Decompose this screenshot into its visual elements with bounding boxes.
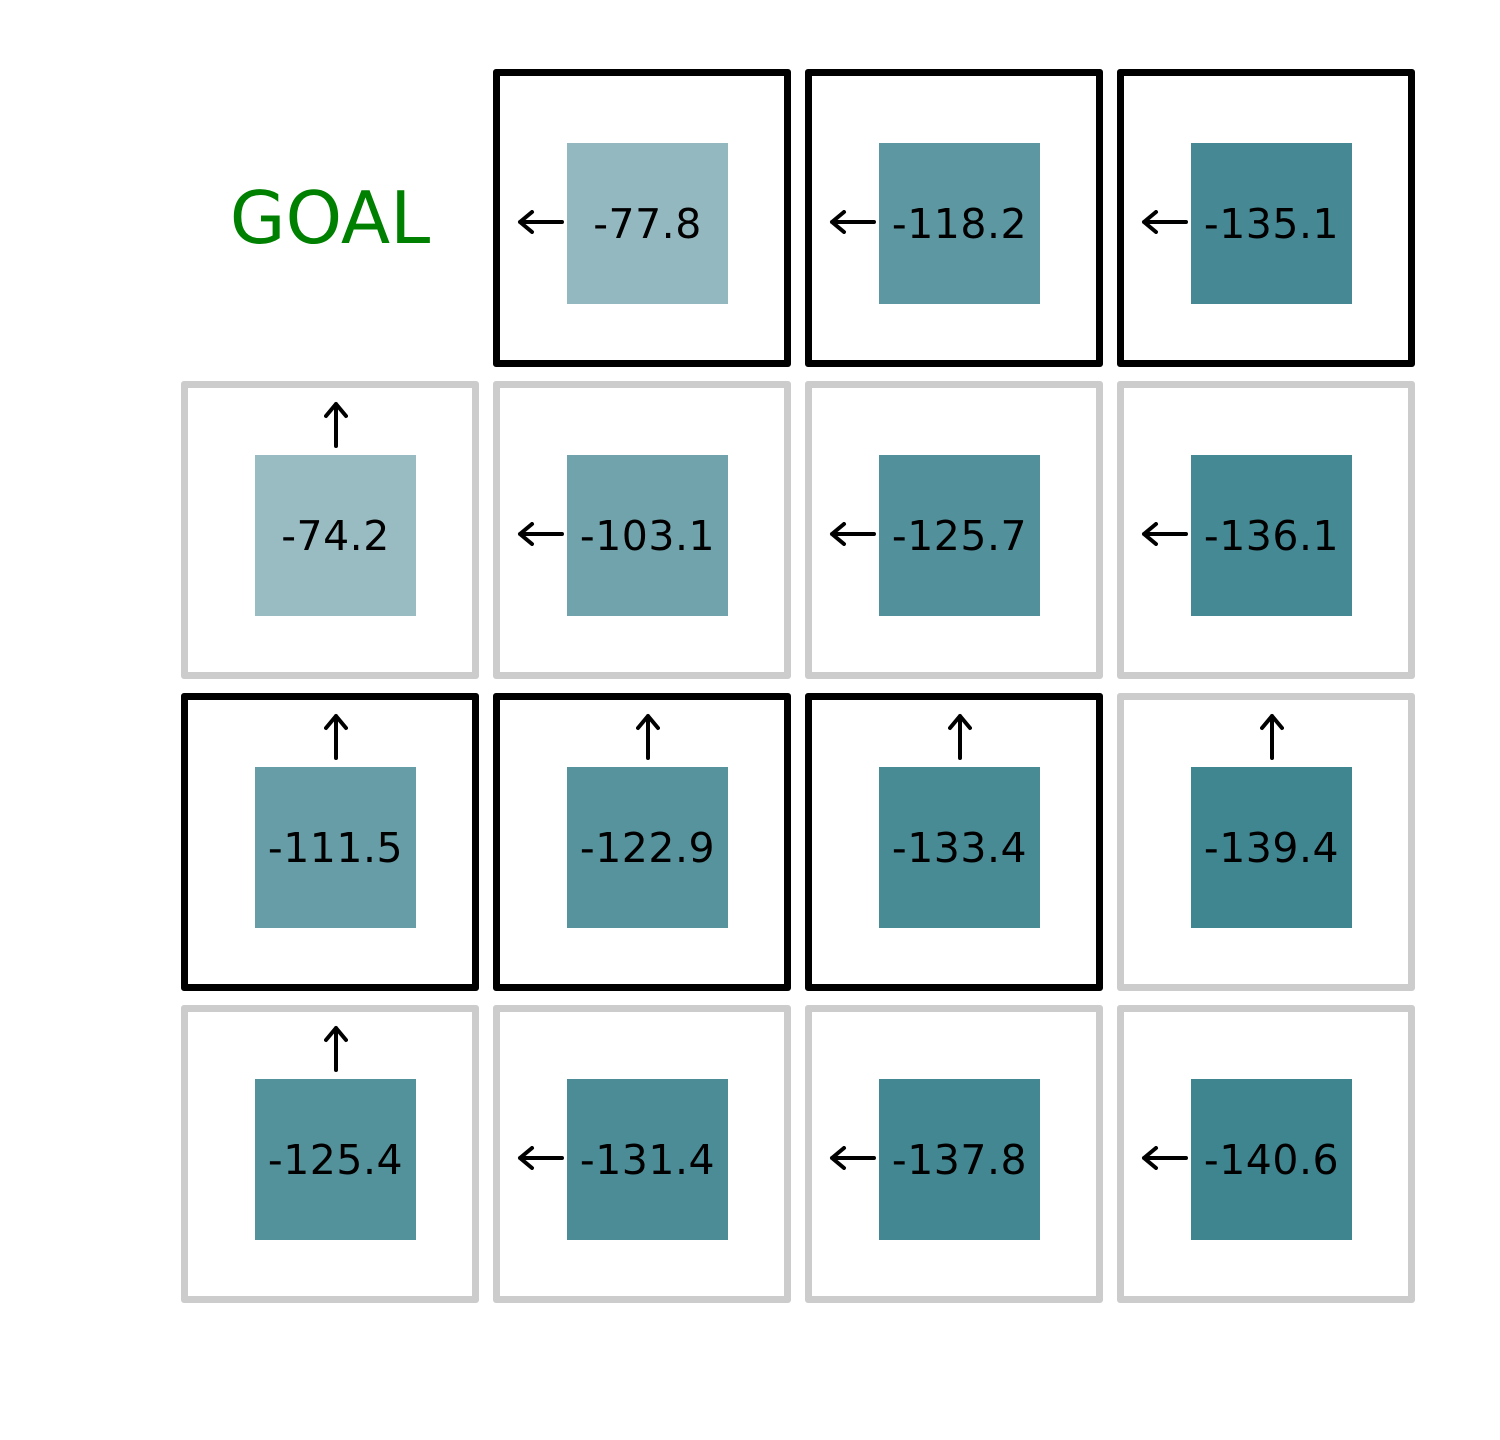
cell-value: -77.8	[593, 199, 702, 248]
arrow-left-icon	[830, 522, 876, 546]
value-box: -137.8	[879, 1079, 1040, 1240]
grid-cell: -125.4	[181, 1005, 479, 1303]
arrow-left-icon	[830, 1146, 876, 1170]
arrow-left-icon	[1142, 210, 1188, 234]
goal-label: GOAL	[229, 176, 431, 260]
grid-cell: -125.7	[805, 381, 1103, 679]
arrow-up-icon	[324, 402, 348, 448]
value-box: -131.4	[567, 1079, 728, 1240]
grid-cell: -77.8	[493, 69, 791, 367]
grid-cell: -118.2	[805, 69, 1103, 367]
value-box: -103.1	[567, 455, 728, 616]
cell-value: -133.4	[891, 823, 1028, 872]
value-box: -77.8	[567, 143, 728, 304]
grid-cell: -140.6	[1117, 1005, 1415, 1303]
grid-cell: -122.9	[493, 693, 791, 991]
arrow-up-icon	[948, 714, 972, 760]
grid-cell: -135.1	[1117, 69, 1415, 367]
value-box: -140.6	[1191, 1079, 1352, 1240]
cell-value: -136.1	[1203, 511, 1340, 560]
cell-value: -74.2	[281, 511, 390, 560]
value-box: -125.4	[255, 1079, 416, 1240]
grid-cell: -74.2	[181, 381, 479, 679]
cell-value: -125.7	[891, 511, 1028, 560]
arrow-left-icon	[518, 522, 564, 546]
cell-value: -122.9	[579, 823, 716, 872]
value-box: -125.7	[879, 455, 1040, 616]
grid-cell: -137.8	[805, 1005, 1103, 1303]
cell-value: -137.8	[891, 1135, 1028, 1184]
cell-value: -131.4	[579, 1135, 716, 1184]
cell-value: -118.2	[891, 199, 1028, 248]
arrow-left-icon	[1142, 1146, 1188, 1170]
grid-cell: -131.4	[493, 1005, 791, 1303]
arrow-left-icon	[830, 210, 876, 234]
value-box: -118.2	[879, 143, 1040, 304]
grid-cell: -103.1	[493, 381, 791, 679]
arrow-up-icon	[324, 1026, 348, 1072]
grid-cell: -133.4	[805, 693, 1103, 991]
value-box: -136.1	[1191, 455, 1352, 616]
value-box: -133.4	[879, 767, 1040, 928]
arrow-up-icon	[324, 714, 348, 760]
cell-value: -140.6	[1203, 1135, 1340, 1184]
cell-value: -111.5	[267, 823, 404, 872]
grid-cell: -139.4	[1117, 693, 1415, 991]
value-box: -74.2	[255, 455, 416, 616]
value-box: -111.5	[255, 767, 416, 928]
grid-cell: -111.5	[181, 693, 479, 991]
value-box: -122.9	[567, 767, 728, 928]
arrow-left-icon	[518, 1146, 564, 1170]
arrow-up-icon	[1260, 714, 1284, 760]
value-box: -139.4	[1191, 767, 1352, 928]
arrow-left-icon	[1142, 522, 1188, 546]
cell-value: -103.1	[579, 511, 716, 560]
cell-value: -135.1	[1203, 199, 1340, 248]
grid-cell: -136.1	[1117, 381, 1415, 679]
value-box: -135.1	[1191, 143, 1352, 304]
cell-value: -125.4	[267, 1135, 404, 1184]
arrow-left-icon	[518, 210, 564, 234]
goal-cell: GOAL	[181, 69, 479, 367]
arrow-up-icon	[636, 714, 660, 760]
cell-value: -139.4	[1203, 823, 1340, 872]
